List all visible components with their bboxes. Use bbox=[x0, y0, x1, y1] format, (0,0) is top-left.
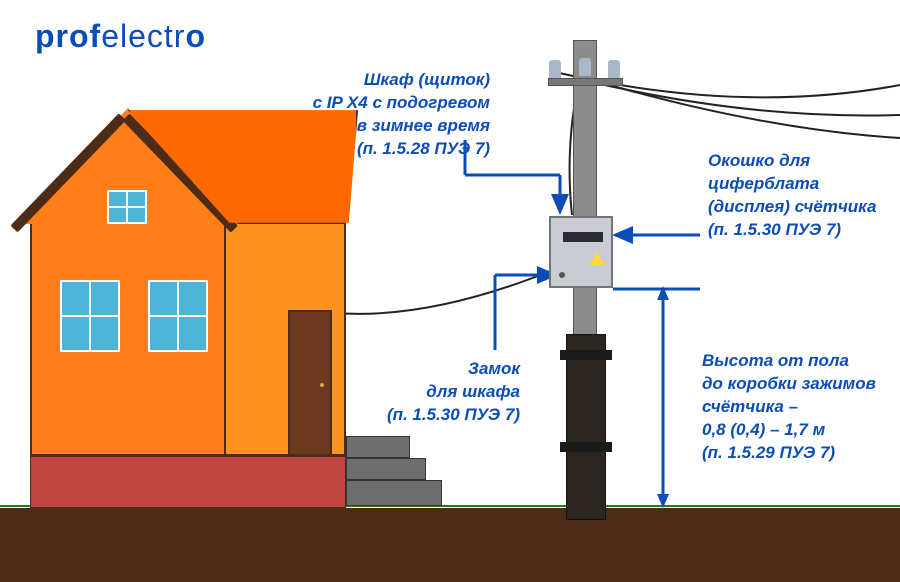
anno-display-l1: Окошко для bbox=[708, 150, 888, 173]
house-door bbox=[288, 310, 332, 456]
anno-display-l2: циферблата bbox=[708, 173, 888, 196]
step-2 bbox=[346, 458, 426, 480]
insulator-2 bbox=[579, 58, 591, 76]
step-1 bbox=[346, 436, 410, 458]
anno-display-ref: (п. 1.5.30 ПУЭ 7) bbox=[708, 219, 888, 242]
pole-crossarm bbox=[548, 78, 623, 86]
anno-display-l3: (дисплея) счётчика bbox=[708, 196, 888, 219]
ground bbox=[0, 508, 900, 582]
anno-height-l4: 0,8 (0,4) – 1,7 м bbox=[702, 419, 892, 442]
anno-cabinet-l2: с IP X4 с подогревом bbox=[290, 92, 490, 115]
anno-height-l2: до коробки зажимов bbox=[702, 373, 892, 396]
diagram-canvas: profelectro bbox=[0, 0, 900, 582]
step-3 bbox=[346, 480, 442, 506]
anno-cabinet-l1: Шкаф (щиток) bbox=[290, 69, 490, 92]
insulator-3 bbox=[608, 60, 620, 78]
meter-cabinet bbox=[549, 216, 613, 288]
brand-logo: profelectro bbox=[35, 18, 206, 55]
anno-lock-l1: Замок bbox=[360, 358, 520, 381]
anno-display: Окошко для циферблата (дисплея) счётчика… bbox=[708, 150, 888, 242]
insulator-1 bbox=[549, 60, 561, 78]
hazard-icon bbox=[589, 252, 605, 265]
logo-prof: prof bbox=[35, 18, 101, 54]
anno-height-l3: счётчика – bbox=[702, 396, 892, 419]
anno-height: Высота от пола до коробки зажимов счётчи… bbox=[702, 350, 892, 465]
anno-height-l1: Высота от пола bbox=[702, 350, 892, 373]
anno-cabinet: Шкаф (щиток) с IP X4 с подогревом в зимн… bbox=[290, 69, 490, 161]
anno-height-ref: (п. 1.5.29 ПУЭ 7) bbox=[702, 442, 892, 465]
cabinet-lock-icon bbox=[559, 272, 565, 278]
logo-electro: electr bbox=[101, 18, 185, 54]
anno-cabinet-ref: (п. 1.5.28 ПУЭ 7) bbox=[290, 138, 490, 161]
window-left bbox=[60, 280, 120, 352]
window-right bbox=[148, 280, 208, 352]
house-foundation bbox=[30, 456, 346, 508]
pole-strap-2 bbox=[560, 442, 612, 452]
attic-window bbox=[107, 190, 147, 224]
anno-lock: Замок для шкафа (п. 1.5.30 ПУЭ 7) bbox=[360, 358, 520, 427]
logo-bulb: o bbox=[185, 18, 206, 54]
pole-strap-1 bbox=[560, 350, 612, 360]
anno-lock-l2: для шкафа bbox=[360, 381, 520, 404]
meter-display-window bbox=[563, 232, 603, 242]
anno-lock-ref: (п. 1.5.30 ПУЭ 7) bbox=[360, 404, 520, 427]
pole-base bbox=[566, 334, 606, 520]
anno-cabinet-l3: в зимнее время bbox=[290, 115, 490, 138]
